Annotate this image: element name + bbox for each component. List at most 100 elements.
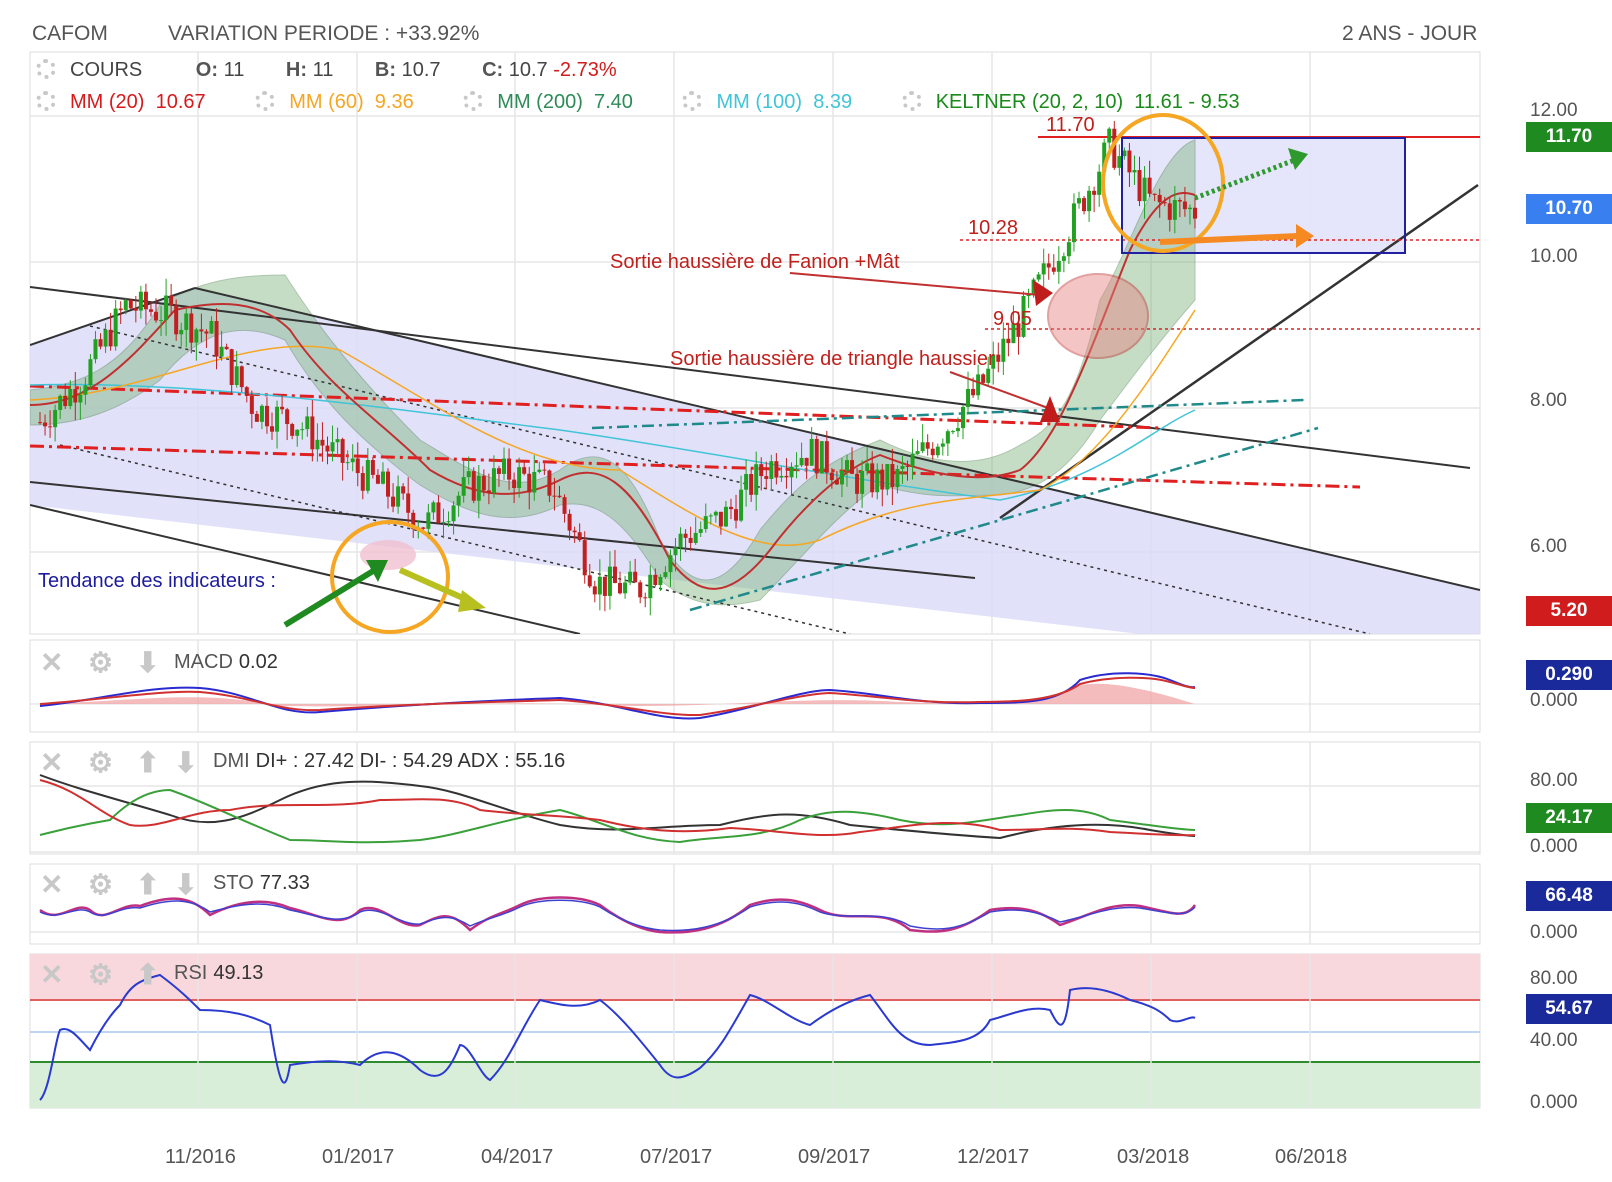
- candle-body: [73, 389, 78, 403]
- teal-triangle-top: [591, 398, 1306, 430]
- candle-body: [991, 354, 996, 369]
- candle-body: [713, 511, 718, 516]
- price-tick-6: 6.00: [1530, 536, 1567, 557]
- tendance-circle: [330, 520, 450, 634]
- candle-body: [466, 471, 471, 478]
- period-label[interactable]: 2 ANS - JOUR: [1342, 22, 1478, 45]
- dmi-di-plus: [39, 788, 1196, 844]
- arrow-down-icon[interactable]: ⬇: [174, 869, 198, 900]
- candle-body: [860, 470, 865, 494]
- arrow-down-icon[interactable]: ⬇: [174, 747, 198, 778]
- candle-body: [618, 582, 623, 594]
- candle-body: [360, 473, 365, 491]
- candle-body: [396, 486, 401, 507]
- candle-body: [950, 431, 955, 433]
- candle-body: [905, 465, 910, 467]
- candle-body: [739, 489, 744, 521]
- mm200-line: [30, 383, 1196, 501]
- x-tick-label: 03/2018: [1117, 1146, 1190, 1168]
- gear-icon[interactable]: ⚙: [88, 959, 114, 990]
- candle-body: [219, 346, 224, 357]
- variation-label: VARIATION PERIODE : +33.92%: [168, 22, 480, 45]
- candle-body: [779, 475, 784, 478]
- gear-icon[interactable]: [36, 91, 56, 111]
- candle-body: [855, 473, 860, 494]
- macd-axis-0: 0.000: [1530, 690, 1578, 711]
- triangle-pointer-head: [1040, 396, 1060, 422]
- channel-low-dotted: [59, 444, 851, 634]
- arrow-up-icon[interactable]: ⬆: [136, 869, 160, 900]
- arrow-up-icon[interactable]: ⬆: [136, 747, 160, 778]
- candle-body: [522, 467, 527, 474]
- gear-icon[interactable]: [682, 91, 703, 111]
- arrow-down-icon[interactable]: ⬇: [136, 647, 160, 678]
- candle-body: [673, 547, 678, 556]
- gear-icon[interactable]: [463, 91, 484, 111]
- bullish-arrow-head: [1288, 148, 1308, 170]
- candle-body: [1162, 202, 1167, 204]
- triangle-pointer: [949, 371, 1049, 409]
- candle-body: [734, 509, 739, 521]
- candle-body: [915, 451, 920, 454]
- gear-icon[interactable]: ⚙: [88, 869, 114, 900]
- candle-body: [728, 506, 733, 510]
- candle-body: [335, 439, 340, 443]
- x-tick-label: 09/2017: [798, 1146, 871, 1168]
- close-icon[interactable]: ✕: [40, 747, 64, 778]
- candle-body: [300, 429, 305, 431]
- price-tick-10: 10.00: [1530, 246, 1578, 267]
- gear-icon[interactable]: ⚙: [88, 647, 114, 678]
- rsi-label: RSI 49.13: [174, 962, 264, 984]
- gear-icon[interactable]: [255, 91, 276, 111]
- candle-body: [290, 424, 295, 436]
- candle-body: [1011, 323, 1016, 344]
- x-tick-label: 11/2016: [165, 1146, 236, 1168]
- candle-body: [350, 458, 355, 463]
- close-icon[interactable]: ✕: [40, 869, 64, 900]
- candle-body: [512, 479, 517, 489]
- candle-body: [194, 329, 199, 343]
- candle-body: [577, 532, 582, 541]
- keltner-label: KELTNER (20, 2, 10) 11.61 - 9.53: [935, 91, 1240, 113]
- c-label: C:: [482, 59, 504, 81]
- candle-body: [264, 405, 269, 427]
- candle-body: [48, 426, 53, 428]
- candle-body: [557, 495, 562, 498]
- h-label: H:: [285, 59, 308, 81]
- candle-body: [890, 464, 895, 488]
- gear-icon[interactable]: [901, 91, 922, 111]
- candle-body: [123, 300, 128, 311]
- candle-body: [305, 416, 310, 430]
- candle-body: [663, 572, 668, 577]
- candle-body: [567, 513, 572, 531]
- candle-body: [148, 309, 153, 312]
- candle-body: [456, 495, 461, 506]
- candle-body: [668, 555, 673, 573]
- candle-body: [78, 394, 83, 403]
- teal-triangle-bottom: [689, 426, 1319, 612]
- tendance-annotation: Tendance des indicateurs :: [38, 570, 276, 592]
- gear-icon[interactable]: ⚙: [88, 747, 114, 778]
- candle-body: [754, 464, 759, 495]
- candle-body: [204, 331, 209, 334]
- rsi-overbought-zone: [30, 954, 1480, 1000]
- candle-body: [537, 469, 542, 472]
- b-value: 10.7: [401, 59, 441, 81]
- candle-body: [1041, 263, 1046, 275]
- arrow-up-icon[interactable]: ⬆: [136, 959, 160, 990]
- gear-icon[interactable]: [36, 59, 56, 79]
- rsi-oversold-zone: [30, 1062, 1480, 1108]
- level-1028-label: 10.28: [968, 217, 1019, 239]
- price-tick-8: 8.00: [1530, 390, 1567, 411]
- candle-body: [486, 490, 491, 493]
- candle-body: [38, 422, 42, 424]
- close-icon[interactable]: ✕: [40, 647, 64, 678]
- candle-body: [623, 582, 628, 594]
- candle-body: [113, 308, 118, 347]
- candle-body: [718, 511, 723, 527]
- candle-body: [330, 442, 335, 452]
- mm200-label: MM (200) 7.40: [497, 91, 633, 113]
- candle-body: [234, 366, 239, 385]
- candle-body: [1061, 256, 1066, 261]
- close-icon[interactable]: ✕: [40, 959, 64, 990]
